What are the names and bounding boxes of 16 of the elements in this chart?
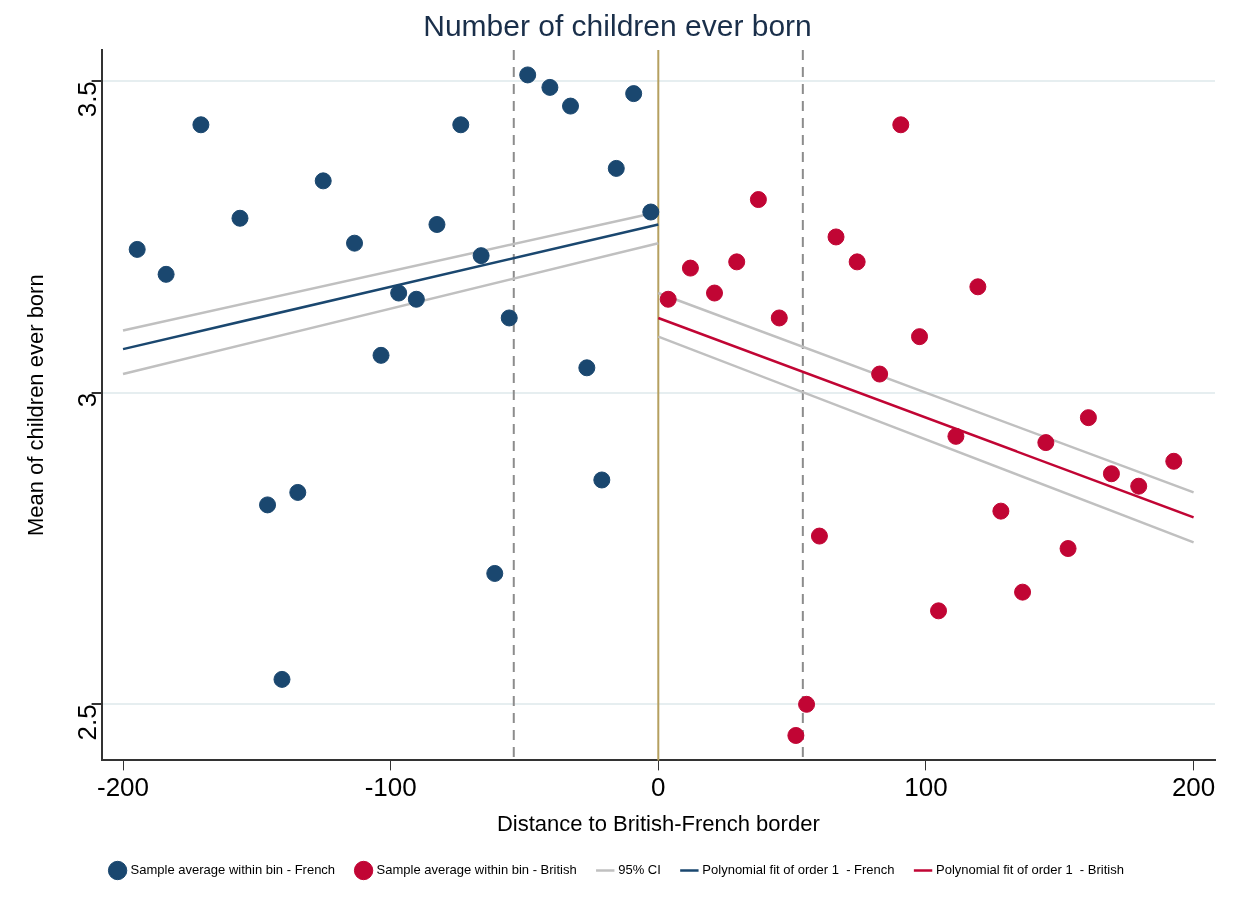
legend-label: Sample average within bin - British: [376, 862, 577, 878]
legend-label: 95% CI: [618, 862, 661, 878]
y-axis-title: Mean of children ever born: [23, 274, 49, 537]
x-tick-label: 0: [651, 772, 666, 803]
x-tick-label: -200: [96, 772, 150, 803]
y-tick-label: 3.5: [71, 81, 102, 118]
legend-label: Polynomial fit of order 1 - British: [936, 862, 1124, 878]
legend-label: Sample average within bin - French: [130, 862, 336, 878]
x-tick-label: 200: [1171, 772, 1216, 803]
y-tick-label: 2.5: [71, 704, 102, 741]
y-tick-label: 3: [71, 392, 102, 408]
legend-label: Polynomial fit of order 1 - French: [702, 862, 895, 878]
x-axis-title: Distance to British-French border: [496, 810, 820, 836]
x-tick-label: 100: [904, 772, 948, 803]
x-tick-label: -100: [364, 772, 417, 803]
chart-title: Number of children ever born: [423, 9, 812, 43]
